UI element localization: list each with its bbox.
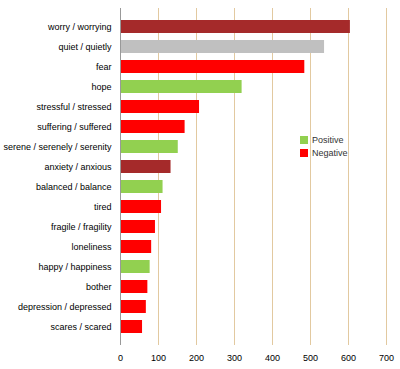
svg-text:400: 400 — [265, 353, 280, 363]
svg-text:600: 600 — [341, 353, 356, 363]
svg-text:quiet / quietly: quiet / quietly — [58, 42, 112, 52]
svg-text:500: 500 — [303, 353, 318, 363]
svg-text:hope: hope — [91, 82, 111, 92]
svg-text:anxiety / anxious: anxiety / anxious — [44, 162, 112, 172]
html-text:Positive: Positive — [312, 135, 344, 145]
svg-text:0: 0 — [118, 353, 123, 363]
svg-text:300: 300 — [227, 353, 242, 363]
html-text:Negative: Negative — [312, 148, 348, 158]
svg-text:loneliness: loneliness — [71, 242, 112, 252]
svg-text:100: 100 — [151, 353, 166, 363]
svg-text:tired: tired — [94, 202, 112, 212]
svg-text:worry / worrying: worry / worrying — [47, 22, 112, 32]
svg-text:700: 700 — [379, 353, 394, 363]
svg-text:suffering / suffered: suffering / suffered — [37, 122, 111, 132]
svg-text:balanced / balance: balanced / balance — [36, 182, 112, 192]
svg-text:happy / happiness: happy / happiness — [38, 262, 112, 272]
svg-text:fragile / fragility: fragile / fragility — [51, 222, 112, 232]
svg-text:depression / depressed: depression / depressed — [18, 302, 112, 312]
svg-text:stressful / stressed: stressful / stressed — [36, 102, 111, 112]
svg-text:serene / serenely / serenity: serene / serenely / serenity — [3, 142, 112, 152]
svg-text:scares / scared: scares / scared — [50, 322, 111, 332]
svg-text:bother: bother — [86, 282, 112, 292]
svg-text:fear: fear — [96, 62, 112, 72]
svg-text:200: 200 — [189, 353, 204, 363]
